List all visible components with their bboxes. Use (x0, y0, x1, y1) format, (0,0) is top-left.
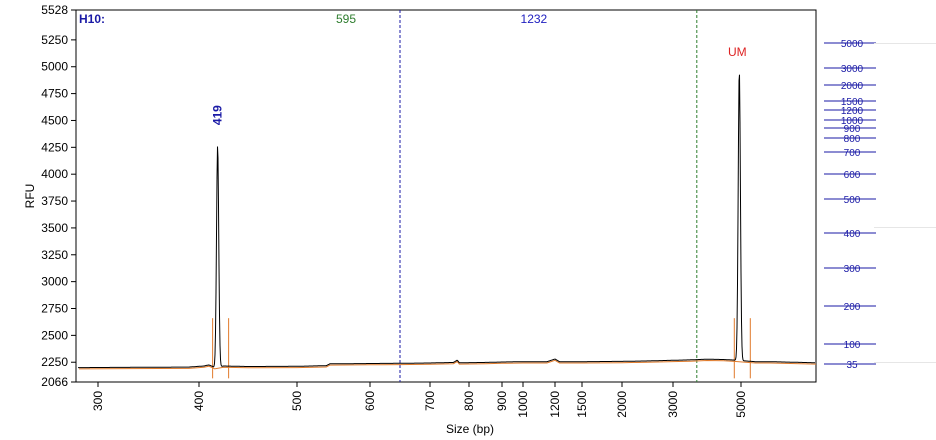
x-tick-label: 3000 (666, 391, 680, 418)
y-tick-label: 3750 (41, 194, 68, 208)
y-tick-label: 2500 (41, 328, 68, 342)
ladder-label: 3000 (841, 64, 864, 75)
signal-trace (78, 74, 815, 369)
x-tick-label: 900 (495, 391, 509, 411)
ladder-label: 100 (844, 340, 861, 351)
y-tick-label: 5250 (41, 33, 68, 47)
traces (78, 74, 817, 370)
y-tick-label: 4500 (41, 113, 68, 127)
y-tick-label: 2250 (41, 355, 68, 369)
ladder-label: 300 (844, 264, 861, 275)
y-tick-label: 2750 (41, 302, 68, 316)
x-tick-label: 600 (363, 391, 377, 411)
region-label: 1232 (521, 12, 548, 26)
y-axis: 2066 2250 2500 2750 3000 3250 3500 3750 4000 4250… (41, 3, 76, 389)
y-tick-label: 4250 (41, 140, 68, 154)
ladder-label: 600 (844, 170, 861, 181)
x-tick-label: 1500 (575, 391, 589, 418)
peak-label: 419 (211, 105, 225, 125)
ladder-label: 800 (844, 134, 861, 145)
ladder-label: 500 (844, 195, 861, 206)
peak-label: UM (728, 45, 747, 59)
region-label: 595 (336, 12, 356, 26)
x-tick-label: 700 (423, 391, 437, 411)
x-tick-label: 300 (91, 391, 105, 411)
side-panel-divider (874, 362, 936, 363)
boundary-lines (399, 10, 698, 382)
plot-frame (75, 9, 817, 383)
y-tick-label: 4750 (41, 87, 68, 101)
ladder-label: 35 (846, 360, 858, 371)
y-tick-label: 5000 (41, 60, 68, 74)
side-panel-divider (874, 43, 936, 44)
ladder-label: 900 (844, 124, 861, 135)
ladder-label: 1000 (841, 116, 864, 127)
ladder-label: 1500 (841, 97, 864, 108)
sample-label: H10: (79, 12, 105, 26)
ladder-label: 1200 (841, 106, 864, 117)
size-standard-trace (78, 359, 817, 370)
ladder-label: 2000 (841, 81, 864, 92)
y-tick-label: 2066 (41, 375, 68, 389)
y-tick-label: 4000 (41, 167, 68, 181)
ladder-label: 700 (844, 148, 861, 159)
y-tick-label: 5528 (41, 3, 68, 17)
ladder-label: 400 (844, 229, 861, 240)
x-axis: 300 400 500 600 700 800 900 1000 1200 1500 2000 300… (91, 382, 748, 418)
x-tick-label: 5000 (734, 391, 748, 418)
ladder-label: 5000 (841, 39, 864, 50)
x-tick-label: 400 (192, 391, 206, 411)
region-labels: 595 1232 (336, 12, 548, 26)
x-tick-label: 1000 (516, 391, 530, 418)
x-tick-label: 2000 (615, 391, 629, 418)
x-axis-title: Size (bp) (446, 422, 494, 436)
y-axis-title: RFU (23, 184, 37, 209)
y-tick-label: 3000 (41, 275, 68, 289)
x-tick-label: 800 (462, 391, 476, 411)
peak-labels: 419 UM (211, 45, 747, 125)
ladder-label: 200 (844, 302, 861, 313)
y-tick-label: 3250 (41, 248, 68, 262)
side-panel-divider (874, 227, 936, 228)
y-tick-label: 3500 (41, 221, 68, 235)
x-tick-label: 500 (290, 391, 304, 411)
x-tick-label: 1200 (548, 391, 562, 418)
